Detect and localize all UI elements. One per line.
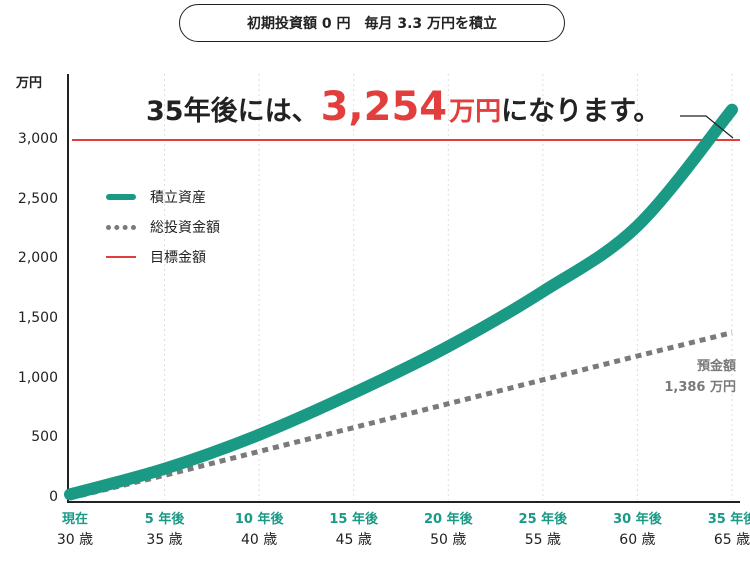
monthly-investment-text: 毎月 3.3 万円を積立 xyxy=(364,16,498,32)
x-year-label: 30 年後 xyxy=(613,512,662,527)
x-age-label: 40 歳 xyxy=(241,532,278,549)
x-age-label: 55 歳 xyxy=(524,532,561,549)
y-tick-label: 2,000 xyxy=(17,250,58,267)
x-age-label: 35 歳 xyxy=(146,532,183,549)
legend-swatch-accumulated xyxy=(106,194,136,200)
x-tick-label: 現在 30 歳 xyxy=(40,510,110,552)
x-age-label: 65 歳 xyxy=(713,532,750,549)
x-tick-label: 15 年後 45 歳 xyxy=(319,510,389,552)
x-age-label: 50 歳 xyxy=(430,532,467,549)
legend-label-accumulated: 積立資産 xyxy=(150,190,206,206)
x-tick-label: 20 年後 50 歳 xyxy=(413,510,483,552)
x-year-label: 5 年後 xyxy=(144,512,185,527)
x-age-label: 60 歳 xyxy=(619,532,656,549)
deposit-value: 1,386 万円 xyxy=(664,380,736,396)
x-tick-label: 10 年後 40 歳 xyxy=(224,510,294,552)
y-axis-title: 万円 xyxy=(16,76,43,91)
x-tick-label: 5 年後 35 歳 xyxy=(130,510,200,552)
x-age-label: 30 歳 xyxy=(56,532,94,549)
x-year-label: 35 年後 xyxy=(707,512,750,527)
legend-item-invested: 総投資金額 xyxy=(106,212,220,242)
y-tick-label: 0 xyxy=(49,489,58,505)
x-year-label: 現在 xyxy=(61,512,88,527)
y-tick-label: 500 xyxy=(31,429,58,446)
legend-label-target: 目標金額 xyxy=(150,250,206,266)
y-tick-label: 2,500 xyxy=(17,190,58,207)
legend-swatch-invested xyxy=(106,224,136,230)
legend-item-target: 目標金額 xyxy=(106,242,220,272)
deposit-label: 預金額 xyxy=(696,359,736,374)
x-year-label: 15 年後 xyxy=(329,512,379,527)
x-year-label: 25 年後 xyxy=(518,512,568,527)
headline-suffix: になります。 xyxy=(501,96,661,127)
x-year-label: 10 年後 xyxy=(234,512,284,527)
legend: 積立資産 総投資金額 目標金額 xyxy=(106,182,220,272)
x-year-label: 20 年後 xyxy=(423,512,473,527)
invested-series-line xyxy=(69,330,733,501)
y-tick-label: 1,500 xyxy=(17,310,58,326)
x-age-label: 45 歳 xyxy=(335,532,372,549)
y-tick-label: 1,000 xyxy=(17,369,58,386)
headline-amount: 3,254 xyxy=(320,84,448,130)
accumulated-series-line xyxy=(64,103,738,501)
initial-investment-text: 初期投資額 0 円 xyxy=(246,16,351,32)
y-tick-label: 3,000 xyxy=(17,131,58,147)
legend-label-invested: 総投資金額 xyxy=(150,220,220,236)
legend-swatch-target xyxy=(106,256,136,258)
headline-callout-line xyxy=(680,115,734,139)
deposit-annotation: 預金額 1,386 万円 xyxy=(664,356,736,399)
result-headline: 35年後には、 3,254 万円 になります。 xyxy=(146,84,660,134)
headline-prefix: 35年後には、 xyxy=(146,96,319,127)
x-tick-label: 30 年後 60 歳 xyxy=(602,510,672,552)
condition-pill: 初期投資額 0 円 毎月 3.3 万円を積立 xyxy=(179,4,565,42)
x-tick-label: 25 年後 55 歳 xyxy=(508,510,578,552)
x-tick-label: 35 年後 65 歳 xyxy=(697,510,750,552)
legend-item-accumulated: 積立資産 xyxy=(106,182,220,212)
headline-unit: 万円 xyxy=(449,97,502,127)
